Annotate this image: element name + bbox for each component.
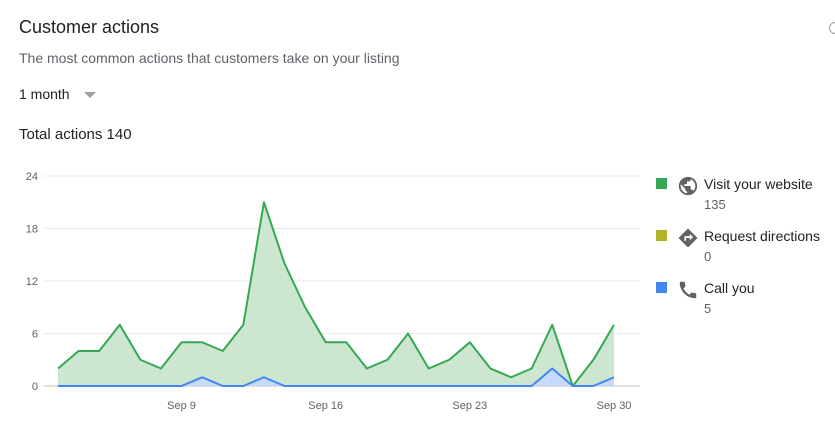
legend-value-call: 5 [704,301,712,316]
y-tick-label: 6 [32,329,38,341]
x-tick-label: Sep 9 [167,400,196,412]
globe-icon [678,176,698,196]
card-subtitle: The most common actions that customers t… [19,50,400,66]
y-tick-label: 24 [26,171,38,183]
legend-label-directions: Request directions [704,228,820,244]
legend-value-directions: 0 [704,249,712,264]
legend-swatch-call [656,282,667,293]
y-tick-label: 18 [26,224,38,236]
y-tick-label: 12 [26,276,38,288]
legend-label-website: Visit your website [704,176,813,192]
legend-value-website: 135 [704,197,726,212]
help-icon[interactable] [829,22,835,34]
y-tick-label: 0 [32,381,38,393]
period-dropdown-label: 1 month [19,86,70,102]
phone-icon [679,281,697,299]
x-tick-label: Sep 23 [452,400,487,412]
x-tick-label: Sep 16 [308,400,343,412]
series-area-0 [58,202,614,386]
directions-icon [678,228,698,248]
legend-swatch-website [656,178,667,189]
x-tick-label: Sep 30 [597,400,632,412]
total-actions: Total actions 140 [19,126,132,143]
series-area-1 [58,368,614,386]
legend-label-call: Call you [704,280,755,296]
card-title: Customer actions [19,17,160,37]
legend-swatch-directions [656,230,667,241]
series-line-1 [58,367,615,387]
period-dropdown[interactable]: 1 month [19,86,96,102]
series-line-0 [57,201,615,387]
actions-chart: 0 6 12 18 24 Sep 9 Sep 16 Sep 23 Sep 30 [26,171,640,412]
dropdown-arrow-icon [83,91,96,98]
